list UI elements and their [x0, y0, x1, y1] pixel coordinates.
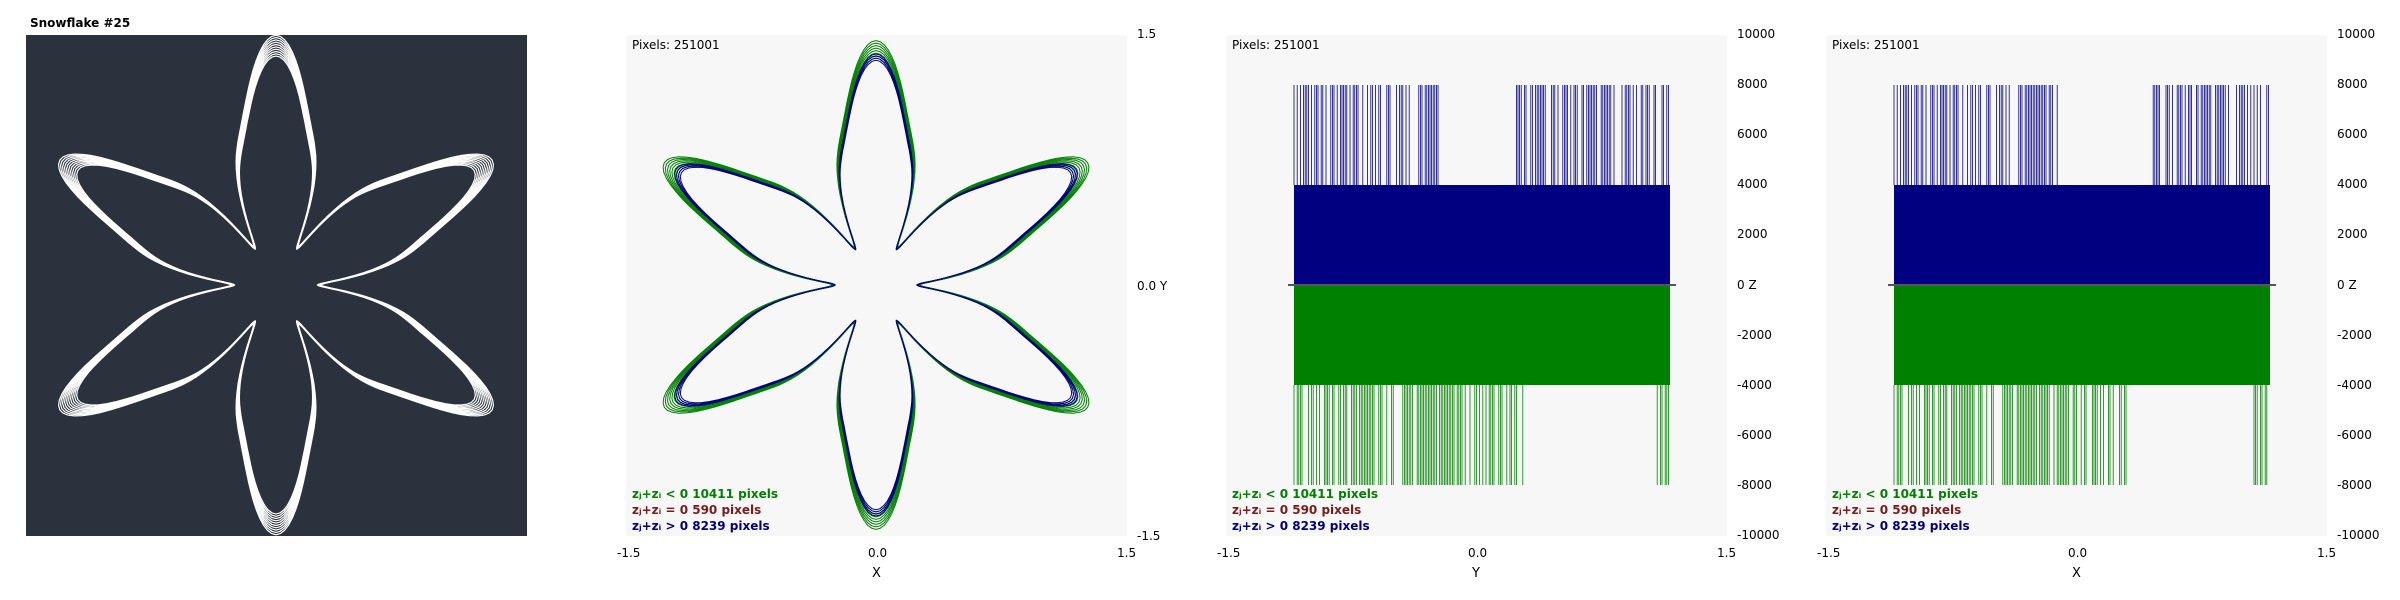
snowflake-contour-negative — [662, 40, 1090, 530]
z-tick-label: -10000 — [1737, 528, 1780, 542]
xz-x-axis-label: X — [2072, 566, 2081, 581]
x-tick-left: -1.5 — [1817, 546, 1841, 560]
x-tick-mid: 0.0 — [2068, 546, 2088, 560]
y-tick-left: -1.5 — [1217, 546, 1241, 560]
snowflake-contour — [67, 46, 485, 524]
z-tick-label: 8000 — [2337, 77, 2368, 92]
snowflake-contour-negative — [671, 50, 1081, 520]
z-tick-label: 0 Z — [1737, 277, 1757, 292]
z-tick-label: 10000 — [2337, 27, 2376, 41]
z-tick-label: 10000 — [1737, 27, 1776, 41]
z-tick-label: -8000 — [2337, 477, 2372, 492]
pixel-count: Pixels: 251001 — [1832, 38, 1920, 52]
y-tick-right: 1.5 — [1717, 546, 1737, 560]
z-tick-label: 2000 — [1737, 227, 1768, 242]
y-tick-bottom: -1.5 — [1137, 529, 1161, 543]
z-tick-label: -4000 — [2337, 377, 2372, 392]
positive-band — [1294, 185, 1670, 285]
negative-band — [1294, 285, 1670, 385]
pixel-count: Pixels: 251001 — [1232, 38, 1320, 52]
z-tick-label: 8000 — [1737, 77, 1768, 92]
legend: zⱼ+zᵢ < 0 10411 pixels zⱼ+zᵢ = 0 590 pix… — [1232, 486, 1378, 534]
y-tick-top: 1.5 — [1137, 27, 1157, 41]
snowflake-contour-negative — [675, 55, 1077, 515]
snowflake-contour-positive — [674, 53, 1078, 517]
z-tick-label: -2000 — [1737, 327, 1772, 342]
legend-negative: zⱼ+zᵢ < 0 10411 pixels — [1832, 487, 1978, 501]
z-tick-label: -8000 — [1737, 477, 1772, 492]
window-title: Snowflake #25 — [30, 16, 131, 30]
snowflake-contour-positive — [676, 55, 1076, 515]
negative-band — [1894, 285, 2270, 385]
legend-zero: zⱼ+zᵢ = 0 590 pixels — [632, 503, 762, 517]
z-tick-label: -4000 — [1737, 377, 1772, 392]
yz-view-panel: Pixels: 251001 zⱼ+zᵢ < 0 10411 pixels zⱼ… — [1226, 35, 1727, 536]
snowflake-contour — [59, 36, 493, 534]
legend-positive: zⱼ+zᵢ > 0 8239 pixels — [1232, 519, 1370, 533]
snowflake-contour-positive — [677, 57, 1075, 513]
snowflake-contour-positive — [679, 59, 1073, 511]
legend-positive: zⱼ+zᵢ > 0 8239 pixels — [1832, 519, 1970, 533]
x-tick-left: -1.5 — [617, 546, 641, 560]
legend: zⱼ+zᵢ < 0 10411 pixels zⱼ+zᵢ = 0 590 pix… — [1832, 486, 1978, 534]
snowflake-contour-negative — [664, 42, 1088, 528]
z-tick-label: 4000 — [2337, 177, 2368, 192]
z-tick-label: -6000 — [1737, 427, 1772, 442]
legend-zero: zⱼ+zᵢ = 0 590 pixels — [1832, 503, 1962, 517]
snowflake-contour — [71, 50, 481, 520]
x-tick-mid: 0.0 — [868, 546, 888, 560]
snowflake-contour-negative — [677, 57, 1075, 513]
z-tick-label: 6000 — [1737, 127, 1768, 142]
snowflake-contour — [74, 53, 478, 517]
snowflake-render — [57, 35, 495, 536]
y-tick-mid: 0.0 — [1468, 546, 1488, 560]
z-tick-label: 6000 — [2337, 127, 2368, 142]
snowflake-contour — [61, 39, 491, 531]
xz-view-panel: Pixels: 251001 zⱼ+zᵢ < 0 10411 pixels zⱼ… — [1826, 35, 2327, 536]
xy-view-panel: Pixels: 251001 zⱼ+zᵢ < 0 10411 pixels zⱼ… — [626, 35, 1127, 536]
legend-negative: zⱼ+zᵢ < 0 10411 pixels — [1232, 487, 1378, 501]
snowflake-render-panel — [26, 35, 527, 536]
legend-zero: zⱼ+zᵢ = 0 590 pixels — [1232, 503, 1362, 517]
pixel-count: Pixels: 251001 — [632, 38, 720, 52]
snowflake-contour-negative — [666, 45, 1086, 525]
y-tick-mid: 0.0 Y — [1137, 279, 1168, 293]
legend-positive: zⱼ+zᵢ > 0 8239 pixels — [632, 519, 770, 533]
snowflake-contour — [65, 43, 487, 527]
yz-barcode-plot — [1288, 85, 1676, 485]
yz-x-axis-label: Y — [1472, 566, 1480, 581]
z-tick-label: -2000 — [2337, 327, 2372, 342]
z-tick-label: 2000 — [2337, 227, 2368, 242]
snowflake-contour-negative — [673, 52, 1079, 518]
xy-snowflake-plot — [662, 40, 1090, 530]
snowflake-contour — [57, 35, 495, 536]
legend-negative: zⱼ+zᵢ < 0 10411 pixels — [632, 487, 778, 501]
x-axis-label: X — [872, 566, 881, 581]
z-tick-label: -10000 — [2337, 528, 2380, 542]
positive-band — [1894, 185, 2270, 285]
snowflake-contour — [63, 41, 489, 529]
snowflake-contour — [69, 48, 483, 522]
z-tick-label: -6000 — [2337, 427, 2372, 442]
xz-barcode-plot — [1888, 85, 2276, 485]
z-tick-label: 4000 — [1737, 177, 1768, 192]
x-tick-right: 1.5 — [1117, 546, 1137, 560]
z-tick-label: 0 Z — [2337, 277, 2357, 292]
x-tick-right: 1.5 — [2317, 546, 2337, 560]
legend: zⱼ+zᵢ < 0 10411 pixels zⱼ+zᵢ = 0 590 pix… — [632, 486, 778, 534]
snowflake-contour-negative — [669, 47, 1083, 523]
snowflake-contour — [76, 55, 476, 515]
